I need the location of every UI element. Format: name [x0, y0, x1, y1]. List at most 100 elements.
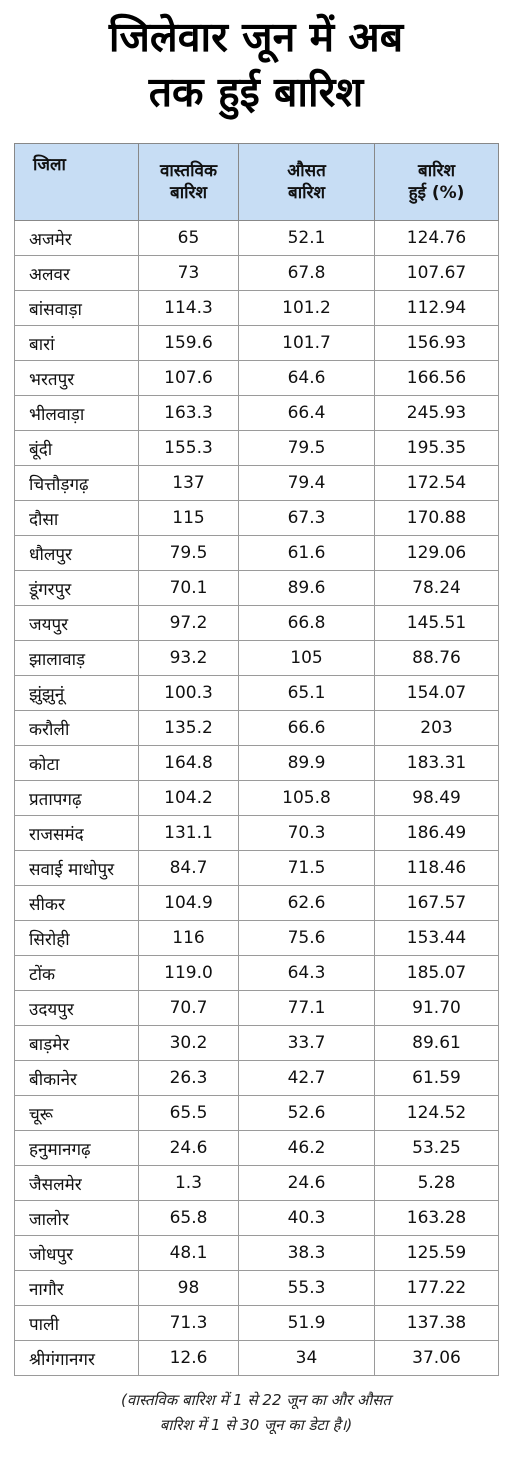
- rain-percent-cell: 245.93: [374, 395, 499, 431]
- actual-rain-cell: 24.6: [138, 1130, 239, 1166]
- actual-rain-cell: 70.7: [138, 990, 239, 1026]
- table-row: सीकर 104.9 62.6 167.57: [14, 885, 499, 921]
- average-rain-cell: 46.2: [238, 1130, 375, 1166]
- average-rain-cell: 40.3: [238, 1200, 375, 1236]
- actual-rain-cell: 65: [138, 220, 239, 256]
- rain-percent-cell: 37.06: [374, 1340, 499, 1376]
- table-row: बाड़मेर 30.2 33.7 89.61: [14, 1025, 499, 1061]
- average-rain-cell: 66.8: [238, 605, 375, 641]
- header-average-line1: औसत: [287, 161, 326, 181]
- rain-percent-cell: 78.24: [374, 570, 499, 606]
- header-actual-line1: वास्तविक: [159, 161, 218, 181]
- table-row: नागौर 98 55.3 177.22: [14, 1270, 499, 1306]
- average-rain-cell: 62.6: [238, 885, 375, 921]
- actual-rain-cell: 100.3: [138, 675, 239, 711]
- average-rain-cell: 64.3: [238, 955, 375, 991]
- district-cell: धौलपुर: [14, 535, 139, 571]
- district-cell: सिरोही: [14, 920, 139, 956]
- district-cell: चित्तौड़गढ़: [14, 465, 139, 501]
- table-row: चित्तौड़गढ़ 137 79.4 172.54: [14, 465, 499, 501]
- rain-percent-cell: 153.44: [374, 920, 499, 956]
- district-cell: सीकर: [14, 885, 139, 921]
- table-row: भीलवाड़ा 163.3 66.4 245.93: [14, 395, 499, 431]
- rain-percent-cell: 53.25: [374, 1130, 499, 1166]
- table-row: अजमेर 65 52.1 124.76: [14, 220, 499, 256]
- district-cell: हनुमानगढ़: [14, 1130, 139, 1166]
- rain-percent-cell: 137.38: [374, 1305, 499, 1341]
- table-row: उदयपुर 70.7 77.1 91.70: [14, 990, 499, 1026]
- district-cell: बीकानेर: [14, 1060, 139, 1096]
- rainfall-table: जिला वास्तविक बारिश औसत बारिश बारिश हुई …: [14, 143, 499, 1376]
- rain-percent-cell: 5.28: [374, 1165, 499, 1201]
- actual-rain-cell: 93.2: [138, 640, 239, 676]
- average-rain-cell: 105.8: [238, 780, 375, 816]
- district-cell: डूंगरपुर: [14, 570, 139, 606]
- district-cell: श्रीगंगानगर: [14, 1340, 139, 1376]
- actual-rain-cell: 135.2: [138, 710, 239, 746]
- table-row: झुंझुनूं 100.3 65.1 154.07: [14, 675, 499, 711]
- average-rain-cell: 66.6: [238, 710, 375, 746]
- table-row: जैसलमेर 1.3 24.6 5.28: [14, 1165, 499, 1201]
- table-row: धौलपुर 79.5 61.6 129.06: [14, 535, 499, 571]
- title-line-1: जिलेवार जून में अब: [108, 13, 404, 61]
- header-percent-line1: बारिश: [417, 161, 456, 181]
- page-title: जिलेवार जून में अब तक हुई बारिश: [0, 10, 512, 140]
- district-cell: दौसा: [14, 500, 139, 536]
- actual-rain-cell: 137: [138, 465, 239, 501]
- title-line-2: तक हुई बारिश: [148, 68, 364, 116]
- actual-rain-cell: 1.3: [138, 1165, 239, 1201]
- rain-percent-cell: 124.52: [374, 1095, 499, 1131]
- actual-rain-cell: 164.8: [138, 745, 239, 781]
- table-row: कोटा 164.8 89.9 183.31: [14, 745, 499, 781]
- rain-percent-cell: 177.22: [374, 1270, 499, 1306]
- actual-rain-cell: 65.5: [138, 1095, 239, 1131]
- actual-rain-cell: 30.2: [138, 1025, 239, 1061]
- rain-percent-cell: 112.94: [374, 290, 499, 326]
- rain-percent-cell: 124.76: [374, 220, 499, 256]
- footnote-line-1: (वास्तविक बारिश में 1 से 22 जून का और औस…: [121, 1391, 391, 1409]
- average-rain-cell: 51.9: [238, 1305, 375, 1341]
- rain-percent-cell: 167.57: [374, 885, 499, 921]
- table-row: टोंक 119.0 64.3 185.07: [14, 955, 499, 991]
- average-rain-cell: 65.1: [238, 675, 375, 711]
- table-row: जालोर 65.8 40.3 163.28: [14, 1200, 499, 1236]
- rain-percent-cell: 88.76: [374, 640, 499, 676]
- average-rain-cell: 67.3: [238, 500, 375, 536]
- table-row: बूंदी 155.3 79.5 195.35: [14, 430, 499, 466]
- district-cell: राजसमंद: [14, 815, 139, 851]
- actual-rain-cell: 73: [138, 255, 239, 291]
- table-row: अलवर 73 67.8 107.67: [14, 255, 499, 291]
- average-rain-cell: 70.3: [238, 815, 375, 851]
- district-cell: प्रतापगढ़: [14, 780, 139, 816]
- actual-rain-cell: 107.6: [138, 360, 239, 396]
- average-rain-cell: 66.4: [238, 395, 375, 431]
- district-cell: सवाई माधोपुर: [14, 850, 139, 886]
- district-cell: भरतपुर: [14, 360, 139, 396]
- header-actual-line2: बारिश: [169, 183, 208, 203]
- actual-rain-cell: 119.0: [138, 955, 239, 991]
- table-row: हनुमानगढ़ 24.6 46.2 53.25: [14, 1130, 499, 1166]
- average-rain-cell: 89.6: [238, 570, 375, 606]
- rain-percent-cell: 166.56: [374, 360, 499, 396]
- district-cell: झुंझुनूं: [14, 675, 139, 711]
- actual-rain-cell: 26.3: [138, 1060, 239, 1096]
- actual-rain-cell: 79.5: [138, 535, 239, 571]
- header-percent-line2: हुई (%): [408, 183, 465, 203]
- table-row: जोधपुर 48.1 38.3 125.59: [14, 1235, 499, 1271]
- actual-rain-cell: 65.8: [138, 1200, 239, 1236]
- actual-rain-cell: 131.1: [138, 815, 239, 851]
- table-row: जयपुर 97.2 66.8 145.51: [14, 605, 499, 641]
- average-rain-cell: 52.6: [238, 1095, 375, 1131]
- district-cell: चूरू: [14, 1095, 139, 1131]
- average-rain-cell: 61.6: [238, 535, 375, 571]
- table-row: झालावाड़ 93.2 105 88.76: [14, 640, 499, 676]
- table-row: चूरू 65.5 52.6 124.52: [14, 1095, 499, 1131]
- rain-percent-cell: 98.49: [374, 780, 499, 816]
- district-cell: जैसलमेर: [14, 1165, 139, 1201]
- table-row: सिरोही 116 75.6 153.44: [14, 920, 499, 956]
- actual-rain-cell: 163.3: [138, 395, 239, 431]
- district-cell: बाड़मेर: [14, 1025, 139, 1061]
- actual-rain-cell: 155.3: [138, 430, 239, 466]
- rain-percent-cell: 154.07: [374, 675, 499, 711]
- district-cell: झालावाड़: [14, 640, 139, 676]
